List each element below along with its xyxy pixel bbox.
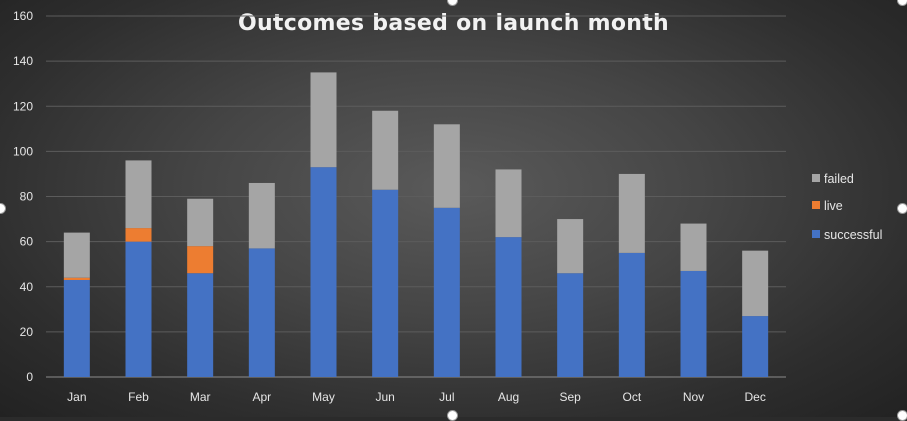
resize-handle-right[interactable] — [897, 203, 907, 214]
bar-successful-oct[interactable] — [618, 252, 645, 377]
bar-successful-jun[interactable] — [372, 189, 399, 377]
y-tick-label: 80 — [20, 190, 34, 204]
bar-failed-aug[interactable] — [495, 169, 522, 238]
bar-failed-apr[interactable] — [248, 182, 275, 249]
x-tick-label: Jul — [439, 390, 454, 404]
y-tick-label: 160 — [13, 9, 33, 23]
bar-successful-apr[interactable] — [248, 248, 275, 377]
x-tick-label: Jun — [375, 390, 394, 404]
y-tick-label: 20 — [20, 325, 34, 339]
bar-successful-nov[interactable] — [680, 270, 707, 377]
bar-successful-jul[interactable] — [433, 207, 460, 377]
bar-failed-dec[interactable] — [742, 250, 769, 317]
y-tick-label: 120 — [13, 99, 33, 113]
bar-successful-jan[interactable] — [63, 279, 90, 377]
chart-title: Outcomes based on launch month — [237, 11, 670, 36]
bar-successful-aug[interactable] — [495, 237, 522, 377]
bar-failed-oct[interactable] — [618, 173, 645, 253]
x-tick-label: Jan — [67, 390, 86, 404]
bar-successful-may[interactable] — [310, 167, 337, 377]
y-tick-label: 100 — [13, 144, 33, 158]
legend-label-live: live — [824, 199, 843, 213]
bar-live-feb[interactable] — [125, 228, 152, 242]
bar-failed-nov[interactable] — [680, 223, 707, 271]
x-tick-label: Apr — [252, 390, 271, 404]
x-tick-label: Sep — [559, 390, 581, 404]
y-tick-label: 60 — [20, 235, 34, 249]
bar-failed-feb[interactable] — [125, 160, 152, 229]
bar-live-mar[interactable] — [187, 246, 214, 274]
y-tick-label: 140 — [13, 54, 33, 68]
y-tick-label: 0 — [26, 370, 33, 384]
resize-handle-top-right[interactable] — [897, 0, 907, 6]
legend-swatch-live — [812, 201, 820, 209]
bar-live-jan[interactable] — [63, 277, 90, 280]
bar-failed-jul[interactable] — [433, 124, 460, 208]
x-tick-label: Nov — [683, 390, 704, 404]
x-tick-label: May — [312, 390, 335, 404]
x-tick-label: Dec — [744, 390, 765, 404]
bar-failed-jun[interactable] — [372, 110, 399, 190]
x-tick-label: Aug — [498, 390, 519, 404]
bar-failed-sep[interactable] — [557, 219, 584, 274]
bar-successful-dec[interactable] — [742, 316, 769, 377]
bar-successful-mar[interactable] — [187, 273, 214, 377]
bar-failed-mar[interactable] — [187, 198, 214, 247]
bar-failed-jan[interactable] — [63, 232, 90, 278]
legend-swatch-failed — [812, 174, 820, 182]
x-tick-label: Mar — [190, 390, 211, 404]
legend-label-successful: successful — [824, 228, 882, 242]
x-tick-label: Oct — [622, 390, 641, 404]
bar-successful-feb[interactable] — [125, 241, 152, 377]
resize-handle-bottom[interactable] — [447, 410, 458, 421]
y-tick-label: 40 — [20, 280, 34, 294]
legend-label-failed: failed — [824, 172, 854, 186]
bar-failed-may[interactable] — [310, 72, 337, 168]
resize-handle-bottom-right[interactable] — [897, 410, 907, 421]
bar-successful-sep[interactable] — [557, 273, 584, 377]
legend-swatch-successful — [812, 230, 820, 238]
x-tick-label: Feb — [128, 390, 149, 404]
